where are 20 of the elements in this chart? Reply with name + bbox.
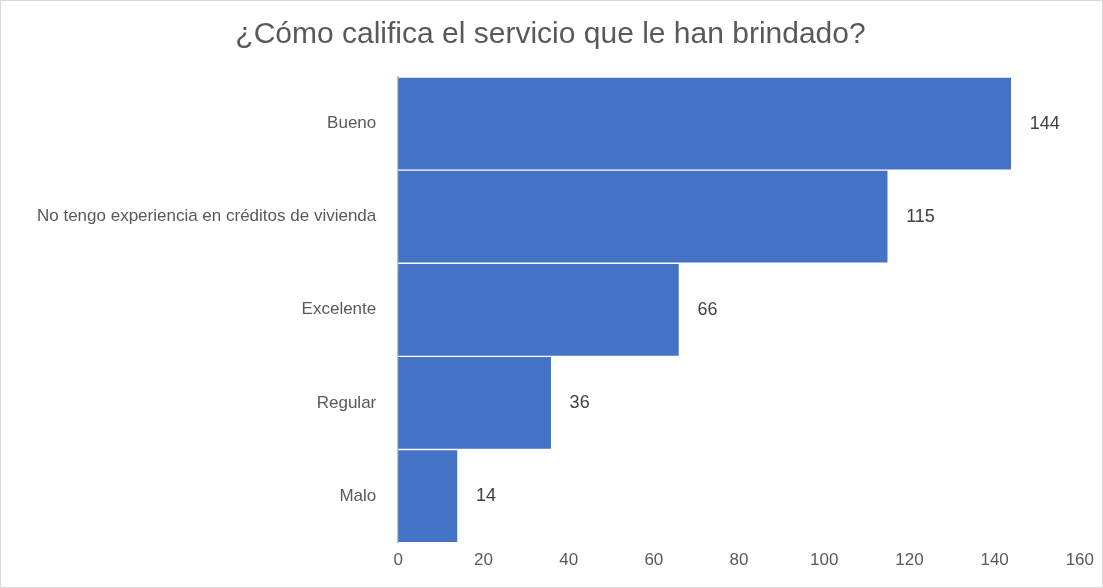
y-tick-label: Regular (316, 392, 377, 412)
y-tick-label: No tengo experiencia en créditos de vivienda (36, 206, 377, 226)
x-tick-label: 120 (895, 550, 924, 570)
y-tick-label: Malo (339, 485, 377, 505)
data-label: 66 (697, 298, 718, 319)
x-tick-label: 100 (810, 550, 839, 570)
x-tick-label: 140 (980, 550, 1009, 570)
x-tick-label: 0 (393, 550, 403, 570)
data-label: 144 (1029, 112, 1060, 133)
chart-title: ¿Cómo califica el servicio que le han brindado? (235, 16, 866, 50)
data-label: 14 (475, 485, 496, 506)
data-label: 115 (906, 205, 935, 226)
x-tick-label: 40 (559, 550, 579, 570)
x-tick-label: 20 (474, 550, 493, 570)
y-tick-label: Bueno (327, 113, 377, 133)
x-tick-label: 60 (644, 550, 664, 570)
data-label: 36 (569, 391, 590, 412)
x-tick-label: 80 (729, 550, 749, 570)
x-tick-label: 160 (1065, 550, 1095, 570)
y-tick-label: Excelente (301, 299, 377, 319)
